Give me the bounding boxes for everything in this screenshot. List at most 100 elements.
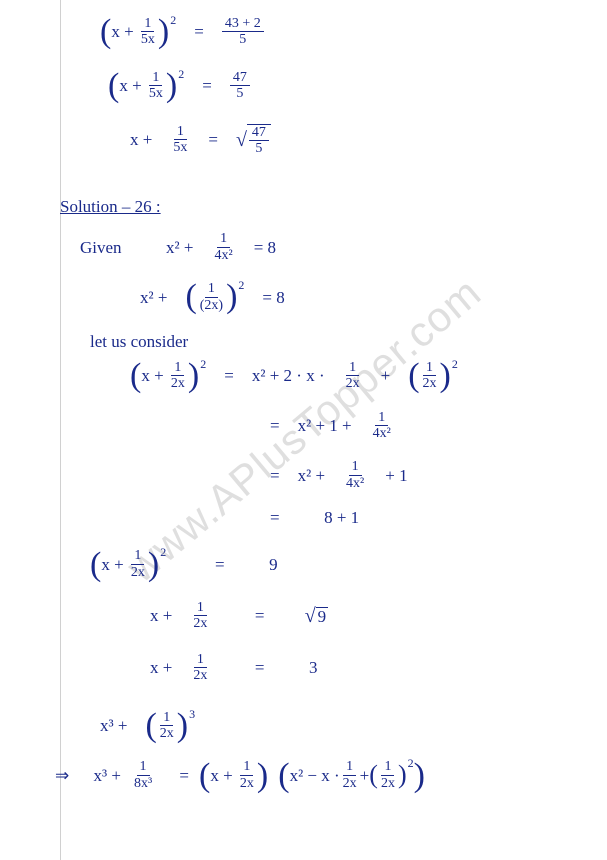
right-paren: ) (226, 283, 237, 310)
equals: = (255, 659, 265, 676)
expand-line-2: = x² + 1 + 14x² (270, 410, 587, 442)
given-line-1: Given x² + 14x² = 8 (80, 231, 587, 263)
term: x + (150, 607, 172, 624)
exponent: 2 (238, 279, 244, 291)
equals-val: = 8 (262, 289, 284, 306)
given-word: Given (80, 239, 122, 256)
term: x² + (166, 239, 193, 256)
fraction: 12x (190, 600, 210, 632)
handwritten-content: ( x + 15x ) 2 = 43 + 25 ( x + 15x ) 2 = … (80, 10, 587, 791)
expand-line-5: ( x + 12x ) 2 = 9 (90, 548, 587, 580)
right-paren: ) (257, 762, 268, 789)
equals: = (270, 417, 280, 434)
paren-group: ( x + 15x ) 2 (108, 70, 184, 102)
fraction: 14x² (370, 410, 394, 442)
cube-line-1: x³ + ( 12x ) 3 (100, 710, 587, 742)
left-paren: ( (108, 72, 119, 99)
equals: = (270, 467, 280, 484)
right-paren: ) (158, 18, 169, 45)
equals: = (215, 556, 225, 573)
sqrt-arg: 475 (247, 124, 271, 157)
equals: = (270, 509, 280, 526)
term: x² + 2 · x · (252, 367, 325, 384)
sqrt: √9 (305, 606, 328, 626)
term: x² − x · (290, 767, 340, 784)
fraction: 15x (138, 16, 158, 48)
eq-line-1: ( x + 15x ) 2 = 43 + 25 (100, 16, 587, 48)
fraction: 15x (146, 70, 166, 102)
paren-group: ( 12x ) 3 (145, 710, 195, 742)
fraction: 475 (249, 125, 269, 157)
left-paren: ( (130, 362, 141, 389)
let-line: let us consider (90, 333, 587, 350)
exponent: 2 (178, 68, 184, 80)
left-paren: ( (185, 283, 196, 310)
expand-line-4: = 8 + 1 (270, 509, 587, 526)
left-paren: ( (369, 765, 378, 786)
expand-line-7: x + 12x = 3 (150, 652, 587, 684)
term: x² + (140, 289, 167, 306)
paren-group: ( 12x ) 2 (369, 759, 413, 791)
right-paren: ) (188, 362, 199, 389)
fraction: 12x (340, 759, 360, 791)
fraction: 475 (230, 70, 250, 102)
paren-group: ( x + 15x ) 2 (100, 16, 176, 48)
term: x + (130, 131, 152, 148)
right-paren: ) (398, 765, 407, 786)
right-paren: ) (148, 551, 159, 578)
equals: = (179, 767, 189, 784)
left-paren: ( (90, 551, 101, 578)
fraction: 12x (343, 360, 363, 392)
term: x² + 1 + (298, 417, 352, 434)
sqrt: √475 (236, 124, 271, 157)
plus: + (381, 367, 391, 384)
sqrt-icon: √ (305, 606, 316, 626)
term: 9 (269, 556, 278, 573)
term: x³ + (100, 717, 127, 734)
right-paren: ) (440, 362, 451, 389)
left-paren: ( (199, 762, 210, 789)
solution-heading: Solution – 26 : (60, 198, 587, 215)
equals: = (255, 607, 265, 624)
equals: = (194, 23, 204, 40)
left-paren: ( (278, 762, 289, 789)
fraction: 14x² (343, 459, 367, 491)
eq-line-2: ( x + 15x ) 2 = 475 (108, 70, 587, 102)
margin-line (60, 0, 61, 860)
eq-line-3: x + 15x = √475 (130, 124, 587, 157)
term: x + (150, 659, 172, 676)
paren-group: ( x + 12x ) 2 (130, 360, 206, 392)
fraction: 12x (378, 759, 398, 791)
fraction: 12x (168, 360, 188, 392)
term: x² + (298, 467, 325, 484)
fraction: 14x² (211, 231, 235, 263)
paren-group: ( 12x ) 2 (408, 360, 458, 392)
let-text: let us consider (90, 333, 188, 350)
final-line: ⇒ x³ + 18x³ = ( x + 12x ) ( x² − x · 12x… (55, 759, 587, 791)
solution-label: Solution – 26 : (60, 198, 161, 215)
exponent: 2 (200, 358, 206, 370)
right-paren: ) (166, 72, 177, 99)
equals-val: = 8 (254, 239, 276, 256)
plus: + (360, 767, 370, 784)
term: 3 (309, 659, 318, 676)
right-paren: ) (177, 712, 188, 739)
left-paren: ( (408, 362, 419, 389)
fraction: 43 + 25 (222, 16, 264, 48)
exponent: 2 (170, 14, 176, 26)
term: x + (111, 23, 133, 40)
fraction: 12x (237, 759, 257, 791)
paren-group: ( x² − x · 12x + ( 12x ) 2 ) (278, 759, 425, 791)
fraction: 15x (170, 124, 190, 156)
expand-line-3: = x² + 14x² + 1 (270, 459, 587, 491)
term: x + (141, 367, 163, 384)
expand-line-6: x + 12x = √9 (150, 600, 587, 632)
given-line-2: x² + ( 1(2x) ) 2 = 8 (140, 281, 587, 313)
term: + 1 (385, 467, 407, 484)
term: x³ + (94, 767, 121, 784)
fraction: 12x (157, 710, 177, 742)
term: x + (210, 767, 232, 784)
fraction: 1(2x) (197, 281, 226, 313)
term: x + (101, 556, 123, 573)
paren-group: ( x + 12x ) (199, 759, 268, 791)
